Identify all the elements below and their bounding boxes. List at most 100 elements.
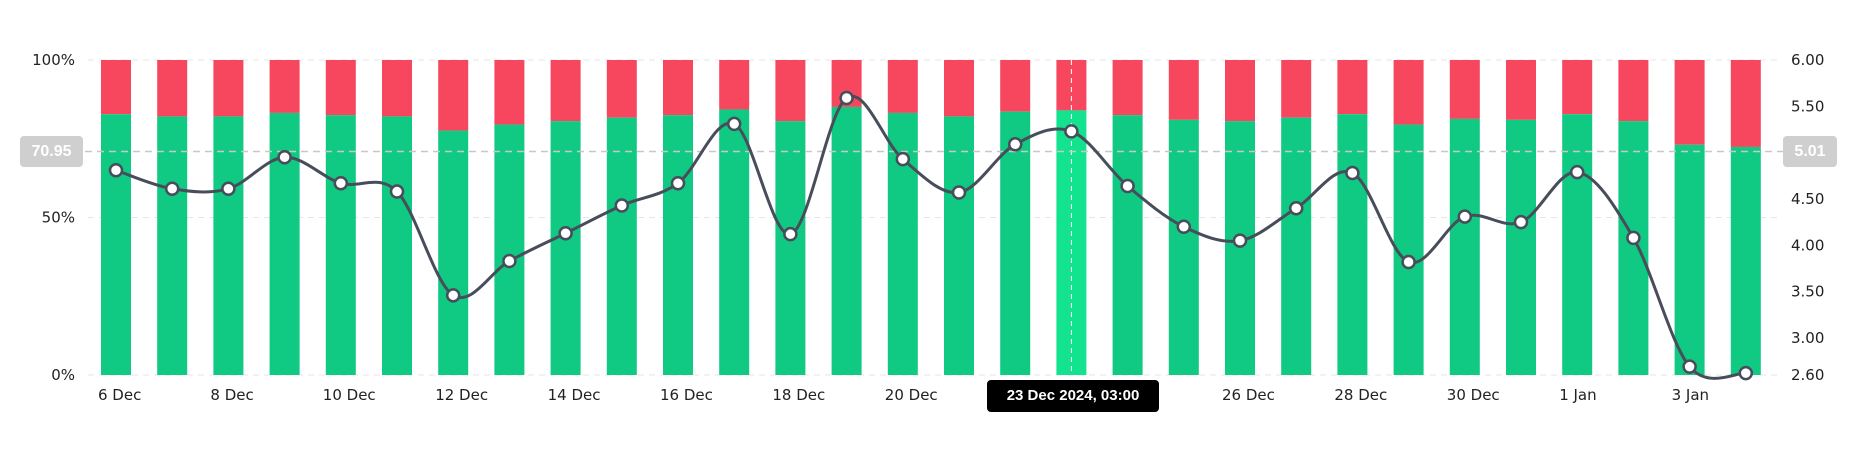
bar-green-segment [944,116,974,375]
hover-tooltip: 23 Dec 2024, 03:00 [987,380,1159,412]
right-tick-label: 3.50 [1791,283,1824,301]
bar-red-segment [1000,60,1031,112]
bar-green-segment [1000,111,1031,375]
left-tick-label: 0% [51,366,75,384]
bar-red-segment [1618,60,1649,122]
bar-green-segment [1730,146,1761,375]
line-point [1401,254,1416,270]
line-point [1064,124,1079,139]
bar-green-segment [1449,118,1480,375]
bar-red-segment [325,60,356,116]
bar-red-segment [157,60,188,117]
line-point [1345,165,1360,181]
bar-green-segment [325,115,356,375]
left-tick-label: 50% [42,209,75,227]
bar-green-segment [157,116,188,375]
bar-green-segment [1225,121,1255,375]
bar-green-segment [1337,114,1368,376]
bar-red-segment [269,60,300,113]
bar-green-segment [831,106,862,375]
line-point [783,226,798,242]
line-point [1457,209,1473,224]
x-tick-label: 28 Dec [1334,386,1387,404]
crosshair-right-value: 5.01 [1783,136,1837,167]
x-tick-label: 18 Dec [772,386,825,404]
x-tick-label: 8 Dec [210,386,253,404]
bar-red-segment [1056,60,1087,111]
line-point [558,226,573,241]
line-point [502,253,517,269]
bar-red-segment [213,60,244,117]
bar-red-segment [1562,60,1593,115]
bar-green-segment [101,114,131,376]
bar-green-segment [719,109,750,375]
bar-red-segment [887,60,918,113]
bar-green-segment [1506,119,1536,375]
bar-green-segment [606,117,637,376]
x-tick-label: 20 Dec [885,386,938,404]
line-point [445,288,461,303]
line-point [1120,178,1135,194]
line-point [1513,214,1529,230]
right-tick-label: 6.00 [1791,51,1824,69]
bar-red-segment [1506,60,1536,120]
line-series [108,90,1754,381]
bar-red-segment [1674,60,1705,145]
line-path [115,94,1746,380]
x-tick-label: 6 Dec [98,386,141,404]
bar-green-segment [438,130,469,375]
x-tick-label: 12 Dec [435,386,488,404]
line-point [1738,365,1754,381]
x-tick-label: 14 Dec [548,386,601,404]
line-point [1626,230,1641,246]
line-point [1682,359,1697,374]
line-point [389,184,405,199]
x-tick-label: 10 Dec [323,386,376,404]
bar-green-segment [1281,117,1312,376]
bar-red-segment [1449,60,1480,119]
bar-green-segment [1168,119,1199,375]
bar-red-segment [1281,60,1312,118]
right-tick-label: 4.50 [1791,190,1824,208]
bar-red-segment [1730,60,1761,147]
right-axis: 6.00 5.50 4.50 4.00 3.50 3.00 2.60 [1791,51,1824,384]
left-axis: 100% 50% 0% [32,51,75,384]
line-point [1176,219,1192,235]
bar-green-segment [1393,124,1424,375]
bar-green-segment [494,124,525,375]
x-tick-label: 30 Dec [1447,386,1500,404]
bar-red-segment [550,60,581,122]
line-point [839,90,854,106]
bar-red-segment [719,60,750,110]
bar-green-segment [1112,115,1143,375]
x-tick-label: 1 Jan [1559,386,1596,404]
line-point [1288,200,1304,216]
crosshair-left-value: 70.95 [20,136,83,167]
right-tick-label: 5.50 [1791,97,1824,115]
bar-green-segment [1618,121,1649,375]
left-tick-label: 100% [32,51,75,69]
bar-green-segment [1562,114,1593,376]
bar-red-segment [944,60,974,117]
line-point [614,198,630,213]
bar-red-segment [663,60,693,116]
line-point [108,163,124,178]
line-point [726,116,742,132]
line-point [164,181,180,197]
right-tick-label: 2.60 [1791,366,1824,384]
bars [101,60,1761,376]
line-point [221,181,236,197]
bar-green-segment [382,116,412,375]
bar-red-segment [1112,60,1143,116]
line-point [277,150,292,165]
line-point [951,185,967,200]
bar-red-segment [1393,60,1424,125]
line-point [1569,164,1585,180]
bar-green-segment [1674,144,1705,375]
x-tick-label: 26 Dec [1222,386,1275,404]
right-tick-label: 3.00 [1791,329,1824,347]
line-point [1007,137,1023,152]
bar-red-segment [382,60,412,117]
line-point [895,151,911,167]
